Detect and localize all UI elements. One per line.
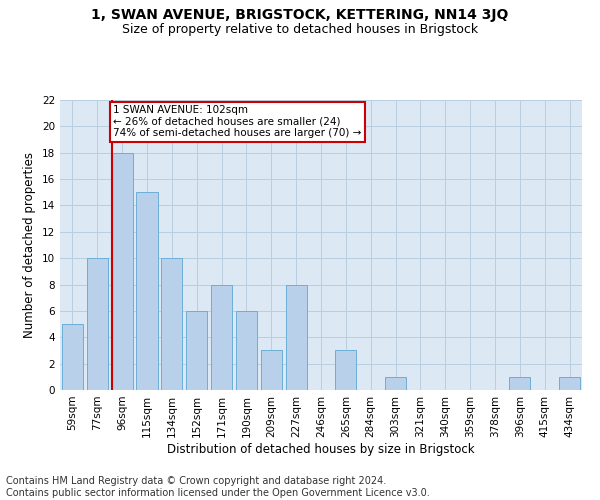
Bar <box>286 284 307 390</box>
Bar <box>87 258 108 390</box>
Bar <box>161 258 182 390</box>
Bar <box>186 311 207 390</box>
Text: Contains HM Land Registry data © Crown copyright and database right 2024.
Contai: Contains HM Land Registry data © Crown c… <box>6 476 430 498</box>
Bar <box>261 350 282 390</box>
Bar <box>385 377 406 390</box>
Y-axis label: Number of detached properties: Number of detached properties <box>23 152 37 338</box>
Text: Distribution of detached houses by size in Brigstock: Distribution of detached houses by size … <box>167 442 475 456</box>
Text: 1 SWAN AVENUE: 102sqm
← 26% of detached houses are smaller (24)
74% of semi-deta: 1 SWAN AVENUE: 102sqm ← 26% of detached … <box>113 106 362 138</box>
Bar <box>509 377 530 390</box>
Bar <box>62 324 83 390</box>
Bar <box>236 311 257 390</box>
Bar <box>136 192 158 390</box>
Bar <box>559 377 580 390</box>
Bar <box>211 284 232 390</box>
Text: Size of property relative to detached houses in Brigstock: Size of property relative to detached ho… <box>122 22 478 36</box>
Bar <box>112 152 133 390</box>
Text: 1, SWAN AVENUE, BRIGSTOCK, KETTERING, NN14 3JQ: 1, SWAN AVENUE, BRIGSTOCK, KETTERING, NN… <box>91 8 509 22</box>
Bar <box>335 350 356 390</box>
